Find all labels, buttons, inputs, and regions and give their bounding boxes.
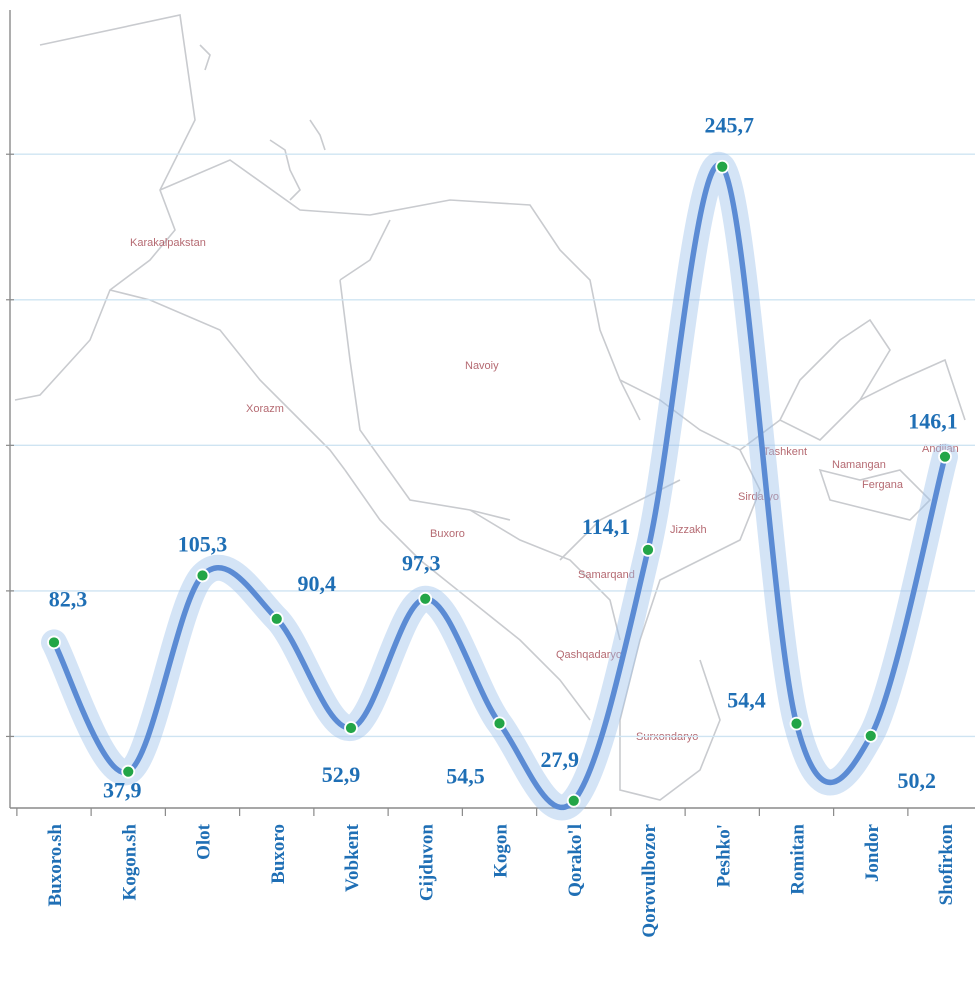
map-outline-west (14, 14, 196, 401)
data-label-0: 82,3 (49, 586, 88, 611)
data-label-2: 105,3 (178, 531, 228, 556)
data-point-11 (863, 728, 878, 743)
data-label-3: 90,4 (298, 571, 337, 596)
data-point-5 (418, 591, 433, 606)
data-label-7: 27,9 (541, 747, 580, 772)
data-point-12 (938, 449, 952, 464)
map-region-navoiy (339, 219, 511, 521)
data-point-7 (566, 793, 581, 808)
map-label-buxoro: Buxoro (430, 528, 465, 540)
x-label-6: Kogon (491, 824, 512, 878)
x-label-8: Qorovulbozor (639, 823, 660, 937)
map-region-karakalpakstan (109, 289, 346, 471)
x-label-0: Buxoro.sh (45, 824, 66, 907)
data-point-6 (492, 716, 507, 731)
map-label-fergana: Fergana (862, 479, 904, 491)
data-point-3 (269, 611, 284, 626)
x-label-1: Kogon.sh (119, 824, 140, 901)
x-label-2: Olot (194, 823, 215, 860)
axes (9, 10, 975, 816)
data-label-11: 50,2 (898, 768, 937, 793)
map-label-namangan: Namangan (832, 459, 886, 471)
series-line (41, 151, 958, 821)
data-label-1: 37,9 (103, 778, 142, 803)
map-label-navoiy: Navoiy (465, 360, 499, 372)
map-region-fergana (818, 468, 932, 521)
data-label-8: 114,1 (582, 514, 630, 539)
x-label-4: Vobkent (342, 823, 363, 892)
series-glow (41, 151, 958, 821)
x-label-5: Gijduvon (416, 824, 437, 902)
x-label-7: Qorako'l (565, 824, 586, 897)
data-point-0 (47, 635, 61, 650)
data-point-10 (789, 716, 804, 731)
x-label-11: Jondor (862, 823, 883, 882)
x-label-9: Peshko' (713, 824, 734, 887)
data-label-12: 146,1 (908, 409, 958, 434)
map-label-karakalpakstan: Karakalpakstan (130, 237, 206, 249)
data-label-4: 52,9 (322, 762, 361, 787)
data-labels: 82,3 37,9 105,3 90,4 52,9 97,3 54,5 27,9 114,1 24… (49, 113, 958, 803)
x-label-3: Buxoro (268, 824, 289, 884)
map-region-east-a (619, 358, 966, 451)
data-label-10: 54,4 (727, 688, 766, 713)
data-label-9: 245,7 (705, 113, 755, 138)
uzbekistan-map-background: Karakalpakstan Xorazm Navoiy Buxoro Sama… (14, 14, 966, 801)
map-label-xorazm: Xorazm (246, 403, 284, 415)
data-label-6: 54,5 (446, 763, 485, 788)
x-label-12: Shofirkon (936, 824, 957, 906)
map-label-samarqand: Samarqand (578, 569, 635, 581)
data-point-1 (121, 764, 136, 779)
map-outline-north (159, 159, 641, 421)
data-point-2 (195, 568, 210, 583)
grid-lines (6, 153, 975, 738)
map-region-east-b (619, 449, 761, 801)
map-label-jizzakh: Jizzakh (670, 524, 707, 536)
map-label-qashqadaryo: Qashqadaryo (556, 649, 622, 661)
data-point-4 (344, 721, 358, 735)
map-label-tashkent: Tashkent (763, 446, 807, 458)
x-label-10: Romitan (788, 824, 809, 895)
data-point-9 (715, 159, 730, 174)
map-aral-islands (199, 44, 326, 201)
data-label-5: 97,3 (402, 551, 441, 576)
map-region-tashkent (779, 318, 891, 421)
x-axis-labels: Buxoro.sh Kogon.sh Olot Buxoro Vobkent Gijduv… (45, 823, 957, 937)
data-point-8 (641, 542, 655, 557)
map-region-buxoro (344, 469, 591, 721)
